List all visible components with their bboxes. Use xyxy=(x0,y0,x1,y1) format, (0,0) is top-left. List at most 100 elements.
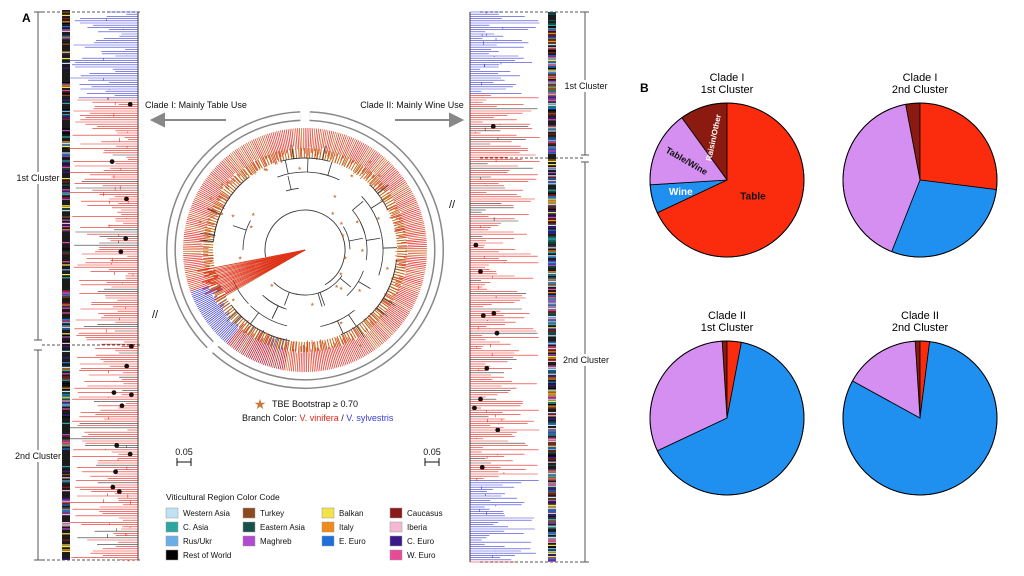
strip-cell xyxy=(62,310,70,312)
circle-tree-tip xyxy=(190,281,216,292)
left-cluster-bracket xyxy=(34,11,140,561)
circle-tree-band xyxy=(236,173,244,182)
circle-tree-internal-branch xyxy=(376,307,388,317)
clade-ii-label: Clade II: Mainly Wine Use xyxy=(360,100,464,110)
circle-tree-tip xyxy=(401,272,424,280)
circle-tree-tip xyxy=(398,277,423,285)
strip-cell xyxy=(62,533,70,535)
circle-tree-tip xyxy=(369,318,389,340)
circle-tree-band xyxy=(286,340,290,351)
circle-tree-band xyxy=(394,271,405,275)
strip-cell xyxy=(548,512,556,514)
strip-cell xyxy=(548,234,556,236)
strip-cell xyxy=(62,442,70,444)
circle-tree-band xyxy=(393,273,404,278)
right-second-cluster-bg xyxy=(562,354,610,366)
circle-tree-tip xyxy=(394,225,425,232)
tree-node-marker xyxy=(473,242,479,248)
strip-cell xyxy=(548,327,556,329)
strip-cell xyxy=(548,114,556,116)
strip-cell xyxy=(548,116,556,118)
strip-cell xyxy=(548,183,556,185)
circle-tree-tip xyxy=(395,283,420,294)
legend-label: Balkan xyxy=(339,509,363,518)
strip-cell xyxy=(62,362,70,364)
strip-cell xyxy=(62,162,70,164)
circle-tree-tip xyxy=(185,267,210,273)
strip-cell xyxy=(62,485,70,487)
circle-tree-tip xyxy=(365,333,377,350)
circle-tree-tip xyxy=(405,238,427,241)
circle-tree-internal-arc xyxy=(318,286,331,294)
strip-cell xyxy=(62,445,70,447)
circular-phylogenetic-tree: ★★★★★★★★★★★★★★★ ★★★★ ★★★★★★★★★★★★★★★★★★★★★ xyxy=(166,111,444,389)
strip-cell xyxy=(62,426,70,428)
legend-swatch-e-euro xyxy=(321,535,335,547)
strip-cell xyxy=(548,472,556,474)
strip-cell xyxy=(548,319,556,321)
circle-tree-band xyxy=(316,341,319,352)
strip-cell xyxy=(62,306,70,308)
legend-label: Rest of World xyxy=(183,551,231,560)
strip-cell xyxy=(62,315,70,317)
bootstrap-star-marker: ★ xyxy=(343,255,348,261)
strip-cell xyxy=(62,165,70,167)
strip-cell xyxy=(62,40,70,42)
strip-cell xyxy=(62,549,70,551)
circle-tree-tip xyxy=(200,303,218,314)
circle-tree-tip xyxy=(214,167,233,184)
bootstrap-star-marker: ★ xyxy=(297,166,302,172)
strip-cell xyxy=(548,452,556,454)
circle-tree-band xyxy=(391,214,402,220)
circle-tree-tip xyxy=(405,269,425,274)
strip-cell xyxy=(548,540,556,542)
circle-tree-tip xyxy=(342,137,353,159)
strip-cell xyxy=(62,75,70,77)
circle-tree-band xyxy=(205,226,216,231)
circle-tree-tip xyxy=(309,352,311,372)
strip-cell xyxy=(62,134,70,136)
strip-cell xyxy=(62,250,70,252)
circle-tree-tip xyxy=(208,174,224,187)
strip-cell xyxy=(62,179,70,181)
strip-cell xyxy=(548,405,556,407)
circle-tree-tip xyxy=(227,155,247,180)
circle-tree-tip xyxy=(315,128,319,157)
strip-cell xyxy=(548,429,556,431)
circle-tree-tip xyxy=(249,141,260,160)
strip-cell xyxy=(62,74,70,76)
strip-cell xyxy=(548,418,556,420)
strip-cell xyxy=(548,280,556,282)
strip-cell xyxy=(548,488,556,490)
circle-tree-band xyxy=(249,163,257,173)
strip-cell xyxy=(548,47,556,49)
strip-cell xyxy=(548,477,556,479)
circle-tree-tip xyxy=(297,128,300,150)
circle-tree-band xyxy=(387,290,397,296)
strip-cell xyxy=(62,427,70,429)
strip-cell xyxy=(62,395,70,397)
circle-tree-tip xyxy=(405,272,425,278)
circle-tree-tip xyxy=(347,337,359,360)
circle-tree-tip xyxy=(403,228,426,234)
bootstrap-label: TBE Bootstrap ≥ 0.70 xyxy=(272,399,358,409)
circle-tree-internal-arc xyxy=(361,196,382,234)
left-axis-break-mark: // xyxy=(152,309,159,321)
circle-tree-tip xyxy=(291,128,295,147)
strip-cell xyxy=(548,212,556,214)
strip-cell xyxy=(548,220,556,222)
strip-cell xyxy=(548,279,556,281)
strip-cell xyxy=(548,136,556,138)
circle-tree-tip xyxy=(201,299,227,316)
bootstrap-star-marker: ★ xyxy=(265,332,270,338)
strip-cell xyxy=(548,260,556,262)
circle-tree-tip xyxy=(233,150,246,168)
strip-cell xyxy=(62,512,70,514)
circle-tree-tip xyxy=(211,316,227,330)
circle-tree-tip xyxy=(363,150,376,167)
circle-tree-band xyxy=(211,208,222,214)
circle-tree-internal-arc xyxy=(346,270,364,297)
strip-cell xyxy=(548,440,556,442)
bootstrap-star-marker: ★ xyxy=(270,283,275,289)
circle-tree-tip xyxy=(390,277,422,289)
